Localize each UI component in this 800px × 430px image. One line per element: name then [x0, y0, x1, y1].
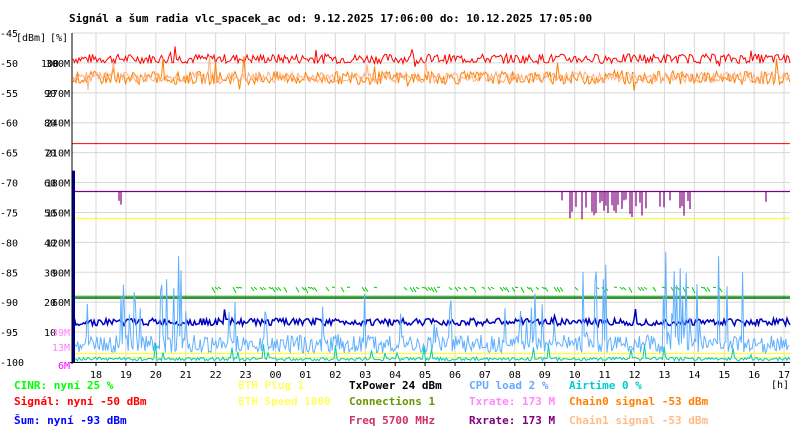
dbm-tick-label: -100: [0, 358, 24, 369]
hour-tick-label: 04: [389, 370, 401, 381]
series-cinr-line: [211, 286, 723, 294]
legend-item-col2: ETH Plug 1: [238, 379, 305, 392]
legend-item-col1: Šum: nyní -93 dBm: [14, 414, 127, 427]
rate-tick-label: 270M: [46, 89, 70, 100]
rate-tick-label-colored: 13M: [52, 343, 70, 354]
series-group: [72, 46, 791, 363]
rate-tick-label: 300M: [46, 59, 70, 70]
hour-tick-label: 12: [628, 370, 640, 381]
rate-tick-label-colored: 39M: [52, 328, 70, 339]
chart-title: Signál a šum radia vlc_spacek_ac od: 9.1…: [69, 12, 592, 25]
hour-tick-label: 03: [359, 370, 371, 381]
rate-tick-label: 60M: [52, 298, 70, 309]
legend-item-col1: Signál: nyní -50 dBm: [14, 395, 147, 408]
legend-item-col2: ETH Speed 1000: [238, 395, 331, 408]
pct-unit-label: [%]: [50, 33, 68, 44]
legend-item-col3: Freq 5700 MHz: [349, 414, 435, 427]
dbm-tick-label: -85: [0, 268, 18, 279]
pct-tick-label: 80: [44, 119, 56, 130]
legend-item-col3: TxPower 24 dBm: [349, 379, 442, 392]
hour-tick-label: 08: [509, 370, 521, 381]
rate-tick-label: 120M: [46, 238, 70, 249]
legend-item-col4: Rxrate: 173 M: [469, 414, 555, 427]
hour-tick-label: 19: [120, 370, 132, 381]
pct-tick-label: 100: [41, 59, 59, 70]
dbm-tick-label: -75: [0, 208, 18, 219]
hour-tick-label: 00: [269, 370, 281, 381]
hour-tick-label: 13: [658, 370, 670, 381]
rate-tick-label: 90M: [52, 268, 70, 279]
hour-tick-label: 14: [688, 370, 700, 381]
rate-tick-label: 150M: [46, 208, 70, 219]
dbm-tick-label: -90: [0, 298, 18, 309]
dbm-tick-label: -60: [0, 119, 18, 130]
pct-tick-label: 30: [44, 268, 56, 279]
hour-tick-label: 09: [539, 370, 551, 381]
hour-tick-label: 20: [150, 370, 162, 381]
hour-tick-label: 23: [240, 370, 252, 381]
hour-tick-label: 02: [329, 370, 341, 381]
series-noise-line: [72, 308, 791, 329]
hour-tick-label: 10: [569, 370, 581, 381]
legend-item-col5: Chain0 signal -53 dBm: [569, 395, 708, 408]
dbm-tick-label: -70: [0, 179, 18, 190]
series-airtime-line: [72, 342, 791, 363]
hour-tick-label: 07: [479, 370, 491, 381]
pct-tick-label: 60: [44, 179, 56, 190]
hour-tick-label: 11: [599, 370, 611, 381]
dbm-tick-label: -80: [0, 238, 18, 249]
legend-item-col3: Connections 1: [349, 395, 435, 408]
hour-tick-label: 22: [210, 370, 222, 381]
axes: [70, 33, 790, 366]
dbm-tick-label: -95: [0, 328, 18, 339]
rate-tick-label: 240M: [46, 119, 70, 130]
dbm-tick-label: -50: [0, 59, 18, 70]
legend-item-col4: CPU load 2 %: [469, 379, 549, 392]
tick-labels: -45-50-55-60-65-70-75-80-85-90-95-100100…: [0, 29, 790, 381]
series-chain1-line: [72, 55, 791, 91]
pct-tick-label: 10: [44, 328, 56, 339]
series-rxrate-line: [72, 190, 790, 220]
pct-tick-label: 50: [44, 208, 56, 219]
hour-tick-label: 17: [778, 370, 790, 381]
hour-tick-label: 06: [449, 370, 461, 381]
series-cpu-line: [72, 251, 790, 355]
dbm-tick-label: -45: [0, 29, 18, 40]
legend-item-col5: Airtime 0 %: [569, 379, 642, 392]
legend-item-col1: CINR: nyní 25 %: [14, 379, 114, 392]
dbm-unit-label: [dBm]: [16, 33, 46, 44]
pct-tick-label: 20: [44, 298, 56, 309]
rate-tick-label: 210M: [46, 149, 70, 160]
hours-unit-label: [h]: [771, 380, 789, 391]
hour-tick-label: 18: [90, 370, 102, 381]
rate-tick-label: 180M: [46, 179, 70, 190]
hour-tick-label: 05: [419, 370, 431, 381]
pct-tick-label: 40: [44, 238, 56, 249]
hour-tick-label: 15: [718, 370, 730, 381]
legend: CINR: nyní 25 % Signál: nyní -50 dBm Šum: …: [14, 379, 708, 427]
dbm-tick-label: -65: [0, 149, 18, 160]
pct-tick-label: 70: [44, 149, 56, 160]
hour-tick-label: 21: [180, 370, 192, 381]
series-signal-line: [72, 46, 791, 67]
hour-tick-label: 16: [748, 370, 760, 381]
rate-tick-label-colored: 6M: [58, 361, 70, 372]
series-chain0-line: [72, 56, 791, 91]
pct-tick-label: 90: [44, 89, 56, 100]
hour-tick-label: 01: [299, 370, 311, 381]
dbm-tick-label: -55: [0, 89, 18, 100]
legend-item-col4: Txrate: 173 M: [469, 395, 555, 408]
legend-item-col5: Chain1 signal -53 dBm: [569, 414, 708, 427]
